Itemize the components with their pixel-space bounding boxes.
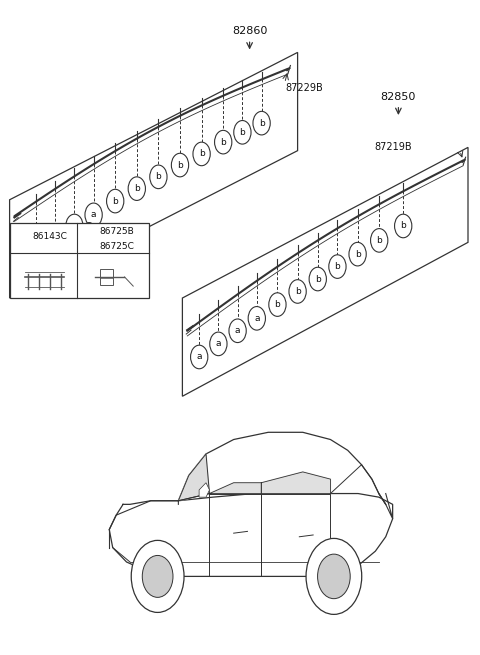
Circle shape bbox=[171, 153, 189, 177]
Text: b: b bbox=[400, 221, 406, 231]
Circle shape bbox=[306, 538, 362, 614]
Text: b: b bbox=[220, 138, 226, 147]
Text: 86725B: 86725B bbox=[100, 227, 134, 236]
Text: b: b bbox=[295, 287, 300, 296]
Circle shape bbox=[66, 214, 83, 238]
Text: b: b bbox=[240, 128, 245, 137]
Text: 86725C: 86725C bbox=[100, 242, 134, 252]
Bar bbox=[10, 223, 149, 298]
Circle shape bbox=[128, 177, 145, 200]
Text: a: a bbox=[91, 210, 96, 219]
Circle shape bbox=[15, 227, 28, 246]
Polygon shape bbox=[179, 454, 209, 500]
Text: b: b bbox=[112, 196, 118, 206]
Text: b: b bbox=[376, 236, 382, 245]
Circle shape bbox=[83, 223, 96, 241]
Circle shape bbox=[210, 332, 227, 356]
Text: b: b bbox=[177, 160, 183, 170]
Circle shape bbox=[150, 165, 167, 189]
Bar bbox=[99, 269, 113, 285]
Polygon shape bbox=[109, 500, 179, 529]
Circle shape bbox=[193, 142, 210, 166]
Text: 87229B: 87229B bbox=[286, 83, 324, 94]
Circle shape bbox=[395, 214, 412, 238]
Circle shape bbox=[47, 227, 64, 251]
Circle shape bbox=[142, 555, 173, 597]
Text: b: b bbox=[86, 227, 92, 236]
Circle shape bbox=[234, 121, 251, 144]
Text: b: b bbox=[156, 172, 161, 181]
Circle shape bbox=[85, 203, 102, 227]
Circle shape bbox=[269, 293, 286, 316]
Text: b: b bbox=[335, 262, 340, 271]
Text: b: b bbox=[259, 119, 264, 128]
Circle shape bbox=[309, 267, 326, 291]
Circle shape bbox=[191, 345, 208, 369]
Polygon shape bbox=[109, 494, 393, 576]
Text: 82860: 82860 bbox=[232, 26, 267, 36]
Polygon shape bbox=[209, 483, 261, 494]
Polygon shape bbox=[182, 147, 468, 396]
Circle shape bbox=[371, 229, 388, 252]
Circle shape bbox=[229, 319, 246, 343]
Circle shape bbox=[329, 255, 346, 278]
Circle shape bbox=[349, 242, 366, 266]
Circle shape bbox=[289, 280, 306, 303]
Text: b: b bbox=[275, 300, 280, 309]
Polygon shape bbox=[261, 472, 330, 494]
Text: b: b bbox=[315, 274, 321, 284]
Circle shape bbox=[253, 111, 270, 135]
Text: a: a bbox=[235, 326, 240, 335]
Text: b: b bbox=[199, 149, 204, 159]
Polygon shape bbox=[199, 483, 209, 497]
Polygon shape bbox=[379, 494, 393, 519]
Text: a: a bbox=[196, 352, 202, 362]
Text: a: a bbox=[72, 221, 77, 231]
Circle shape bbox=[107, 189, 124, 213]
Circle shape bbox=[248, 307, 265, 330]
Text: 86143C: 86143C bbox=[32, 232, 67, 241]
Circle shape bbox=[131, 540, 184, 612]
Text: a: a bbox=[216, 339, 221, 348]
Text: a: a bbox=[254, 314, 260, 323]
Text: a: a bbox=[33, 248, 39, 257]
Circle shape bbox=[215, 130, 232, 154]
Circle shape bbox=[27, 240, 45, 264]
Text: b: b bbox=[134, 184, 140, 193]
Circle shape bbox=[318, 554, 350, 599]
Text: 82850: 82850 bbox=[381, 92, 416, 102]
Text: a: a bbox=[52, 234, 58, 244]
Text: 87219B: 87219B bbox=[374, 142, 412, 153]
Text: a: a bbox=[19, 232, 24, 241]
Text: b: b bbox=[355, 250, 360, 259]
Polygon shape bbox=[130, 432, 386, 504]
Polygon shape bbox=[10, 52, 298, 298]
